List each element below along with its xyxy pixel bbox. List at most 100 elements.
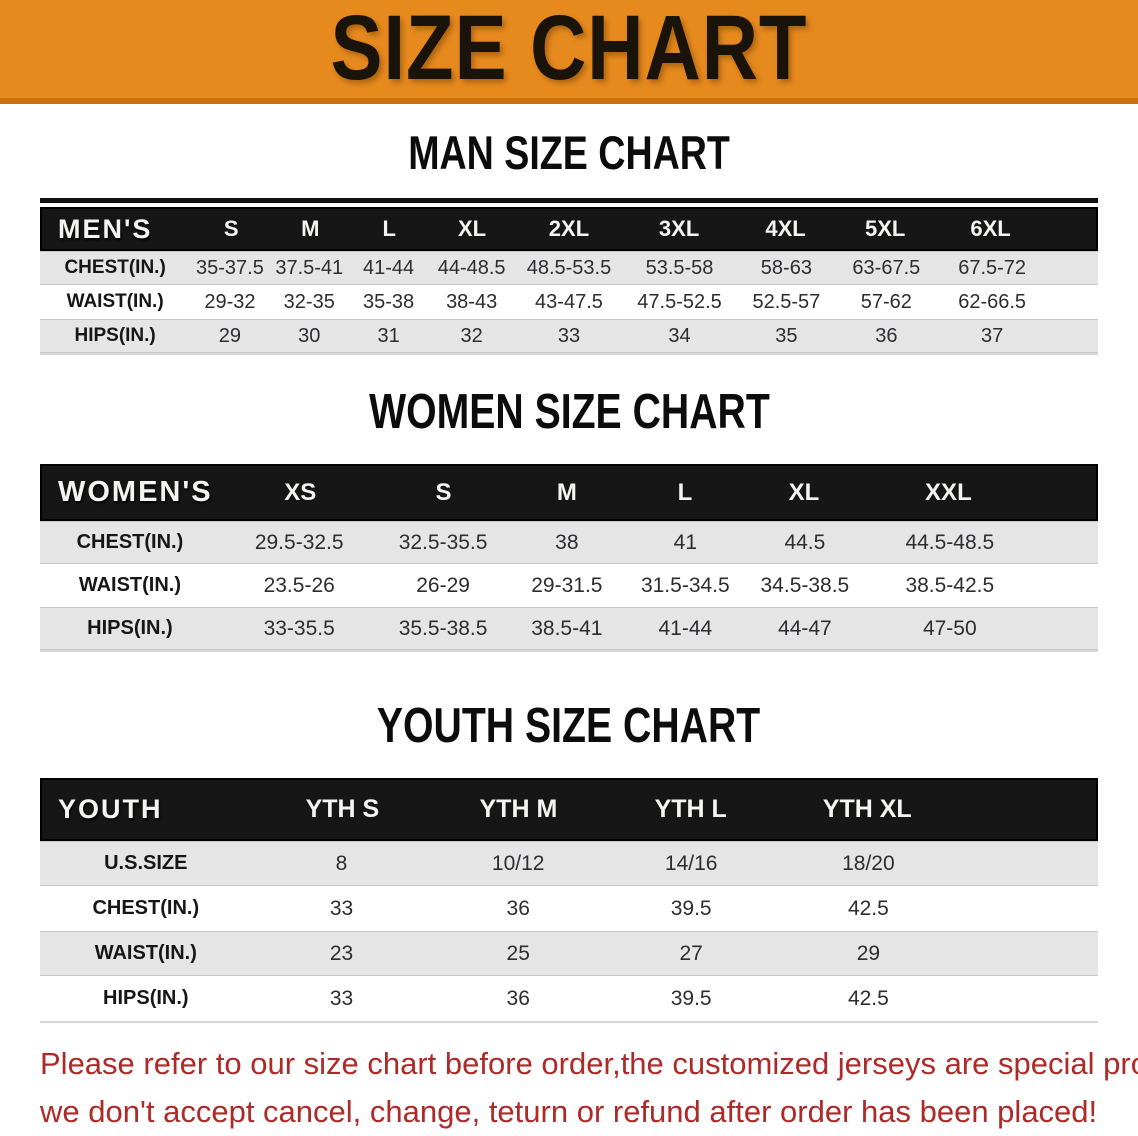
- women-size-table: WOMEN'S XS S M L XL XXL CHEST(IN.) 29.5-32.5 32.5…: [40, 464, 1098, 652]
- table-data-row: HIPS(IN.) 33 36 39.5 42.5: [40, 976, 1098, 1021]
- size-value-cell: 27: [679, 941, 703, 965]
- size-value-cell: 39.5: [670, 986, 712, 1010]
- table-header-row: YOUTH YTH S YTH M YTH L YTH XL: [40, 778, 1098, 841]
- table-data-row: CHEST(IN.) 29.5-32.5 32.5-35.5 38 41 44.5 44.5…: [40, 521, 1098, 564]
- youth-size-table: YOUTH YTH S YTH M YTH L YTH XL U.S.SIZE 8 10/12…: [40, 778, 1098, 1023]
- table-name-cell: WOMEN'S: [58, 476, 213, 508]
- size-value-cell: 32.5-35.5: [398, 530, 488, 554]
- size-column-header: XXL: [925, 478, 972, 506]
- row-label-cell: CHEST(IN.): [76, 531, 184, 553]
- size-value-cell: 36: [506, 896, 530, 920]
- row-label-cell: HIPS(IN.): [74, 325, 156, 346]
- size-column-header: 3XL: [658, 216, 700, 241]
- size-value-cell: 42.5: [847, 986, 889, 1010]
- size-value-cell: 37: [981, 324, 1004, 347]
- size-value-cell: 43-47.5: [535, 290, 603, 313]
- size-column-header: L: [677, 478, 693, 506]
- size-value-cell: 33: [329, 896, 354, 920]
- men-section-title: MAN SIZE CHART: [408, 126, 730, 179]
- size-value-cell: 47.5-52.5: [637, 290, 722, 313]
- size-value-cell: 47-50: [922, 616, 977, 640]
- size-value-cell: 41-44: [658, 616, 713, 640]
- size-value-cell: 23.5-26: [263, 573, 335, 597]
- size-value-cell: 57-62: [860, 290, 912, 313]
- size-value-cell: 53.5-58: [645, 256, 714, 279]
- disclaimer-line-1: Please refer to our size chart before or…: [40, 1046, 1138, 1081]
- size-column-header: 4XL: [765, 216, 806, 241]
- size-value-cell: 33-35.5: [263, 616, 335, 640]
- size-value-cell: 31: [377, 324, 400, 347]
- row-label-cell: CHEST(IN.): [64, 257, 166, 278]
- size-value-cell: 62-66.5: [958, 290, 1027, 313]
- size-column-header: 2XL: [548, 216, 590, 241]
- size-value-cell: 8: [335, 851, 348, 875]
- size-value-cell: 44.5: [784, 530, 826, 554]
- disclaimer-note: Please refer to our size chart before or…: [40, 1040, 1138, 1136]
- women-section: WOMEN SIZE CHART WOMEN'S XS S M L XL XXL CHEST(…: [0, 387, 1138, 652]
- size-value-cell: 42.5: [847, 896, 889, 920]
- table-data-row: CHEST(IN.) 33 36 39.5 42.5: [40, 886, 1098, 931]
- size-value-cell: 29-32: [204, 290, 256, 313]
- size-value-cell: 41-44: [363, 256, 415, 279]
- size-column-header: XL: [457, 216, 487, 241]
- row-label-cell: WAIST(IN.): [66, 291, 164, 312]
- table-data-row: WAIST(IN.) 23 25 27 29: [40, 931, 1098, 976]
- size-column-header: 5XL: [864, 216, 906, 241]
- size-value-cell: 67.5-72: [958, 256, 1027, 279]
- size-value-cell: 33: [329, 986, 354, 1010]
- size-column-header: YTH S: [305, 795, 380, 823]
- size-value-cell: 44-48.5: [437, 256, 506, 279]
- table-data-row: CHEST(IN.) 35-37.5 37.5-41 41-44 44-48.5 48.5…: [40, 251, 1098, 285]
- row-label-cell: HIPS(IN.): [87, 617, 173, 639]
- size-value-cell: 38-43: [446, 290, 498, 313]
- size-value-cell: 36: [506, 986, 530, 1010]
- row-label-cell: U.S.SIZE: [104, 852, 188, 874]
- size-value-cell: 29.5-32.5: [254, 530, 344, 554]
- table-data-row: WAIST(IN.) 23.5-26 26-29 29-31.5 31.5-34.5 34…: [40, 564, 1098, 607]
- size-value-cell: 44-47: [778, 616, 832, 640]
- men-section: MAN SIZE CHART MEN'S S M L XL 2XL 3XL 4XL 5XL 6XL…: [0, 128, 1138, 355]
- size-value-cell: 18/20: [842, 851, 895, 875]
- banner-title: SIZE CHART: [330, 0, 808, 100]
- size-value-cell: 58-63: [760, 256, 812, 279]
- size-value-cell: 34.5-38.5: [760, 573, 850, 597]
- size-value-cell: 38: [555, 530, 579, 554]
- size-value-cell: 35: [775, 324, 798, 347]
- row-label-cell: WAIST(IN.): [78, 574, 182, 596]
- men-size-table: MEN'S S M L XL 2XL 3XL 4XL 5XL 6XL CHEST(IN.) 35-37…: [40, 207, 1098, 355]
- women-section-title: WOMEN SIZE CHART: [368, 385, 770, 439]
- size-value-cell: 39.5: [670, 896, 712, 920]
- size-column-header: XL: [788, 478, 820, 506]
- size-value-cell: 38.5-41: [531, 616, 603, 640]
- size-value-cell: 63-67.5: [852, 256, 921, 279]
- men-table-top-rule: [40, 198, 1098, 203]
- table-name-cell: YOUTH: [58, 794, 163, 824]
- youth-section-title: YOUTH SIZE CHART: [377, 699, 761, 753]
- size-value-cell: 30: [298, 324, 321, 347]
- size-value-cell: 34: [668, 324, 691, 347]
- size-column-header: L: [382, 216, 396, 241]
- size-value-cell: 23: [329, 941, 354, 965]
- table-header-row: WOMEN'S XS S M L XL XXL: [40, 464, 1098, 521]
- size-value-cell: 32-35: [283, 290, 335, 313]
- size-column-header: M: [301, 216, 320, 241]
- size-value-cell: 38.5-42.5: [905, 573, 995, 597]
- size-value-cell: 29: [218, 324, 242, 347]
- size-value-cell: 41: [673, 530, 698, 554]
- size-column-header: YTH M: [479, 795, 558, 823]
- size-column-header: S: [223, 216, 239, 241]
- size-value-cell: 36: [875, 324, 898, 347]
- table-name-cell: MEN'S: [58, 213, 153, 244]
- table-data-row: HIPS(IN.) 33-35.5 35.5-38.5 38.5-41 41-44 44-…: [40, 607, 1098, 650]
- row-label-cell: HIPS(IN.): [103, 987, 189, 1009]
- size-value-cell: 29: [856, 941, 881, 965]
- table-header-row: MEN'S S M L XL 2XL 3XL 4XL 5XL 6XL: [40, 207, 1098, 251]
- youth-section: YOUTH SIZE CHART YOUTH YTH S YTH M YTH L YTH…: [0, 701, 1138, 1023]
- size-column-header: 6XL: [970, 216, 1011, 241]
- table-data-row: HIPS(IN.) 29 30 31 32 33 34 35 36 37: [40, 319, 1098, 353]
- size-value-cell: 44.5-48.5: [905, 530, 995, 554]
- size-column-header: YTH XL: [822, 795, 912, 823]
- size-value-cell: 52.5-57: [752, 290, 821, 313]
- size-value-cell: 33: [557, 324, 581, 347]
